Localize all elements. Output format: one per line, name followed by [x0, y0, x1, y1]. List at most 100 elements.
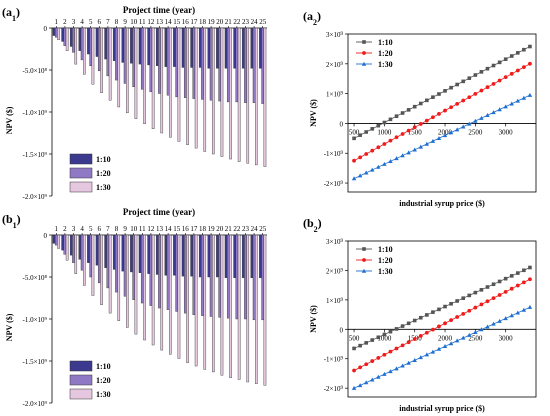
bar-1-30-year-1 [57, 27, 60, 40]
data-point-1-20 [521, 65, 526, 70]
bar-1-10-year-7 [104, 234, 107, 268]
bar-1-20-year-23 [244, 27, 247, 103]
bar-1-20-year-12 [149, 27, 153, 93]
bar-1-10-year-10 [130, 27, 133, 64]
x-tick-label: 3 [72, 18, 76, 26]
data-point-1-10 [467, 293, 472, 298]
bar-1-10-year-22 [233, 27, 236, 69]
data-point-1-20 [528, 277, 532, 282]
data-point-1-20 [437, 112, 441, 116]
data-point-1-20 [491, 296, 496, 301]
bar-1-10-year-5 [87, 27, 90, 55]
legend-label: 1:30 [96, 390, 111, 399]
y-tick-label: 1×109 [326, 91, 343, 99]
x-tick-label: 17 [190, 225, 198, 233]
data-point-1-20 [431, 115, 435, 120]
y-tick-label: 1×109 [326, 297, 343, 305]
y-tick-label: -2×109 [324, 385, 344, 393]
data-point-1-10 [503, 57, 508, 61]
data-point-1-10 [418, 315, 423, 320]
data-point-1-10 [509, 54, 514, 58]
data-point-1-10 [473, 73, 478, 77]
bar-1-20-year-11 [140, 27, 144, 90]
legend-marker [362, 51, 366, 55]
bar-1-10-year-12 [147, 234, 150, 274]
data-point-1-10 [449, 301, 453, 306]
data-point-1-10 [364, 130, 368, 134]
data-point-1-20 [352, 158, 356, 163]
x-tick-label: 9 [123, 18, 127, 26]
data-point-1-10 [528, 44, 532, 49]
bar-1-30-year-17 [194, 27, 198, 149]
bar-1-20-year-17 [192, 27, 196, 99]
data-point-1-20 [352, 368, 356, 373]
bar-1-10-year-2 [61, 27, 64, 42]
x-tick-label: 1000 [377, 128, 392, 136]
data-point-1-30 [497, 107, 502, 112]
data-point-1-20 [412, 125, 417, 130]
x-tick-label: 20 [216, 18, 224, 26]
y-tick-label: -5.0×10⁸ [23, 67, 48, 75]
y-axis-label: NPV ($) [309, 305, 318, 333]
x-tick-label: 17 [190, 18, 198, 26]
bar-1-10-year-22 [233, 234, 236, 279]
data-point-1-10 [473, 290, 478, 295]
data-point-1-30 [473, 118, 478, 123]
bar-1-10-year-6 [95, 27, 99, 57]
data-point-1-20 [382, 142, 387, 146]
data-point-1-10 [400, 111, 405, 115]
data-point-1-30 [467, 332, 472, 337]
bar-1-10-year-23 [241, 27, 245, 69]
data-point-1-20 [515, 68, 520, 73]
bar-1-30-year-15 [177, 27, 181, 142]
data-point-1-10 [461, 296, 466, 300]
data-point-1-30 [515, 98, 521, 103]
bar-1-10-year-25 [259, 234, 262, 279]
data-point-1-30 [461, 124, 466, 129]
bar-1-10-year-13 [155, 27, 159, 66]
bar-1-30-year-1 [57, 234, 60, 249]
bar-1-10-year-15 [173, 27, 176, 67]
bar-1-20-year-10 [132, 27, 136, 87]
data-point-1-20 [358, 155, 363, 160]
legend-marker [361, 61, 367, 66]
data-point-1-20 [479, 302, 484, 307]
bar-1-10-year-21 [224, 234, 228, 279]
data-point-1-30 [442, 133, 448, 138]
data-point-1-20 [358, 365, 363, 370]
bar-1-10-year-20 [216, 234, 219, 278]
bar-1-20-year-2 [63, 27, 67, 46]
data-point-1-30 [388, 369, 393, 374]
x-tick-label: 25 [259, 18, 267, 26]
data-point-1-30 [454, 338, 460, 343]
data-point-1-30 [479, 327, 484, 332]
y-tick-label: 0 [340, 120, 344, 128]
legend-label: 1:20 [378, 49, 393, 58]
data-point-1-30 [382, 161, 387, 166]
bar-1-30-year-12 [151, 234, 155, 346]
legend-swatch [69, 167, 93, 179]
bar-1-20-year-18 [201, 27, 204, 100]
bar-1-10-year-18 [198, 234, 202, 278]
data-point-1-20 [418, 122, 423, 126]
x-tick-label: 1000 [377, 334, 392, 342]
data-point-1-10 [479, 70, 484, 74]
data-point-1-20 [455, 102, 460, 106]
legend-label: 1:20 [378, 256, 393, 265]
bar-1-20-year-17 [192, 234, 196, 316]
bar-1-20-year-10 [132, 234, 136, 300]
bar-1-20-year-3 [72, 27, 75, 53]
x-axis-label: industrial syrup price ($) [399, 199, 485, 208]
data-point-1-20 [449, 318, 453, 323]
data-point-1-10 [479, 288, 484, 292]
data-point-1-10 [491, 282, 496, 287]
x-tick-label: 13 [156, 225, 164, 233]
bar-1-20-year-13 [158, 27, 161, 94]
bar-1-20-year-16 [183, 27, 187, 98]
bar-1-20-year-12 [149, 234, 153, 306]
data-point-1-20 [424, 330, 429, 335]
data-point-1-30 [485, 324, 490, 329]
data-point-1-10 [352, 136, 356, 141]
bar-1-10-year-17 [190, 234, 193, 277]
bar-1-10-year-16 [181, 234, 185, 277]
